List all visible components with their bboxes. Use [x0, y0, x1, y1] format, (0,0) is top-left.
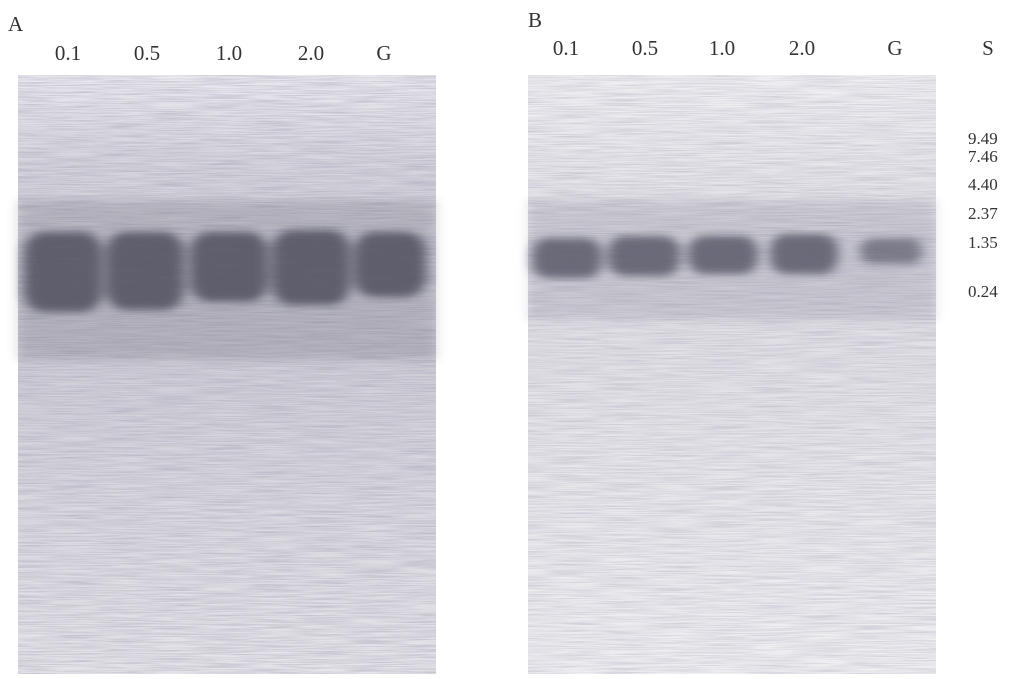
lane-label: G	[376, 41, 391, 65]
size-marker: 2.37	[968, 204, 998, 223]
size-marker: 7.46	[968, 147, 998, 166]
lane-label: S	[982, 36, 994, 60]
gel-b	[528, 75, 936, 674]
panel-label: A	[8, 12, 24, 36]
lane-label: 0.5	[632, 36, 658, 60]
lane-label: 0.1	[553, 36, 579, 60]
size-marker: 1.35	[968, 233, 998, 252]
size-marker: 9.49	[968, 129, 998, 148]
gel-a	[18, 75, 436, 674]
panel-label: B	[528, 8, 542, 32]
lane-label: 1.0	[709, 36, 735, 60]
size-marker: 0.24	[968, 282, 998, 301]
size-marker: 4.40	[968, 175, 998, 194]
lane-label: 0.1	[55, 41, 81, 65]
lane-label: 0.5	[134, 41, 160, 65]
lane-label: 2.0	[789, 36, 815, 60]
lane-label: 1.0	[216, 41, 242, 65]
lane-label: G	[887, 36, 902, 60]
lane-label: 2.0	[298, 41, 324, 65]
